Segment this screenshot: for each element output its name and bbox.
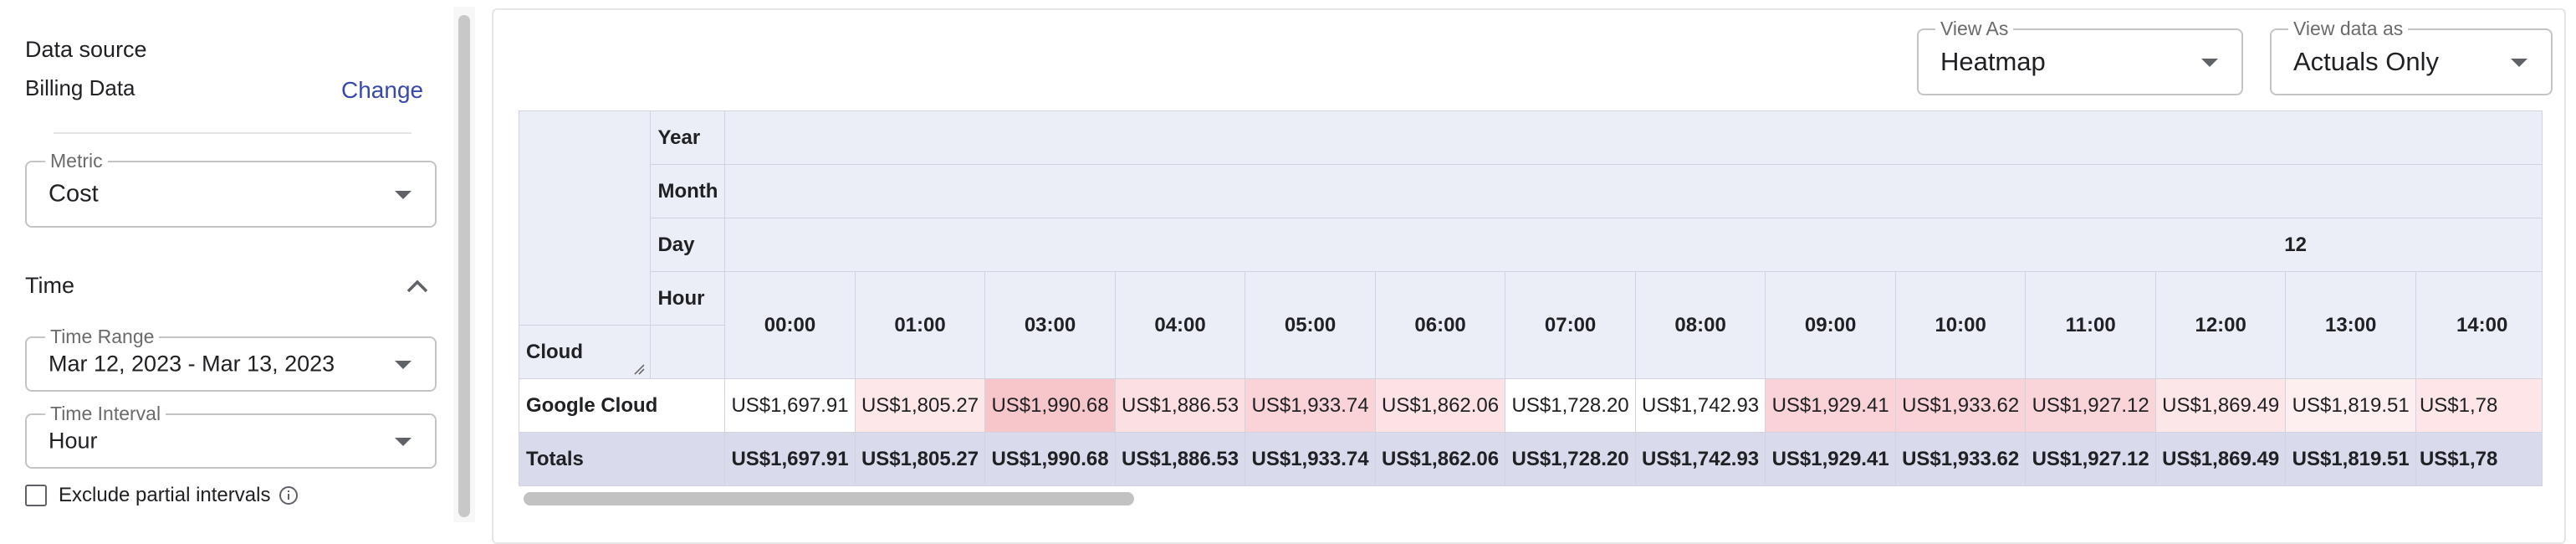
data-source-value: Billing Data [25, 75, 135, 100]
month-header [724, 164, 2543, 218]
hour-header: 14:00 [2415, 271, 2543, 379]
pivot-table-area: Year Month Day 12 Hour 00:00 01:00 03:00… [519, 110, 2543, 512]
time-section-title: Time [25, 273, 74, 298]
total-cell: US$1,728.20 [1505, 432, 1636, 486]
dim-label-cloud-text: Cloud [526, 340, 583, 363]
heat-cell[interactable]: US$1,990.68 [984, 378, 1116, 433]
view-data-as-value: Actuals Only [2293, 47, 2440, 76]
pivot-table: Year Month Day 12 Hour 00:00 01:00 03:00… [519, 110, 2543, 486]
chevron-down-icon [2511, 59, 2527, 67]
time-range-value: Mar 12, 2023 - Mar 13, 2023 [49, 351, 335, 377]
totals-row: Totals US$1,697.91 US$1,805.27 US$1,990.… [519, 432, 2543, 486]
heat-cell[interactable]: US$1,933.62 [1894, 378, 2027, 433]
table-row: Google Cloud US$1,697.91 US$1,805.27 US$… [519, 378, 2543, 433]
dim-label-cloud[interactable]: Cloud [519, 325, 652, 379]
hour-header: 06:00 [1374, 271, 1506, 379]
view-as-value: Heatmap [1940, 47, 2046, 76]
exclude-partial-row: Exclude partial intervals [25, 482, 299, 509]
total-cell: US$1,862.06 [1374, 432, 1506, 486]
dim-label-day: Day [650, 218, 726, 272]
chevron-down-icon [395, 361, 411, 369]
hour-header: 13:00 [2285, 271, 2416, 379]
total-cell: US$1,933.62 [1894, 432, 2027, 486]
view-as-select[interactable]: View As Heatmap [1917, 18, 2243, 95]
left-panel-scrollbar-thumb[interactable] [458, 15, 470, 517]
hour-header: 00:00 [724, 271, 856, 379]
divider [54, 132, 411, 134]
view-data-as-label: View data as [2288, 18, 2409, 40]
exclude-partial-checkbox[interactable] [25, 485, 47, 506]
heat-cell[interactable]: US$1,697.91 [724, 378, 856, 433]
data-source-title: Data source [25, 37, 147, 62]
total-cell: US$1,869.49 [2154, 432, 2287, 486]
view-data-as-select[interactable]: View data as Actuals Only [2270, 18, 2553, 95]
total-cell: US$1,929.41 [1765, 432, 1896, 486]
total-cell: US$1,927.12 [2025, 432, 2156, 486]
total-cell: US$1,990.68 [984, 432, 1116, 486]
year-header [724, 110, 2543, 165]
metric-select[interactable]: Metric Cost [25, 150, 437, 228]
heat-cell[interactable]: US$1,929.41 [1765, 378, 1896, 433]
total-cell: US$1,742.93 [1634, 432, 1766, 486]
chevron-down-icon [395, 438, 411, 446]
total-cell: US$1,697.91 [724, 432, 856, 486]
row-label: Google Cloud [519, 378, 726, 433]
hour-header: 05:00 [1245, 271, 1376, 379]
dim-label-year: Year [650, 110, 726, 165]
blank-cell [650, 325, 726, 379]
hour-header: 03:00 [984, 271, 1116, 379]
totals-label: Totals [519, 432, 726, 486]
total-cell: US$1,78 [2415, 432, 2543, 486]
left-panel: Data source Billing Data Change Metric C… [0, 0, 453, 522]
heat-cell[interactable]: US$1,819.51 [2285, 378, 2416, 433]
total-cell: US$1,819.51 [2285, 432, 2416, 486]
heat-cell[interactable]: US$1,862.06 [1374, 378, 1506, 433]
info-icon[interactable] [279, 485, 299, 506]
hour-header: 04:00 [1114, 271, 1246, 379]
time-range-label: Time Range [45, 326, 160, 348]
dim-label-month: Month [650, 164, 726, 218]
hour-header: 01:00 [854, 271, 986, 379]
total-cell: US$1,933.74 [1245, 432, 1376, 486]
dim-label-hour: Hour [650, 271, 726, 326]
heat-cell[interactable]: US$1,805.27 [854, 378, 986, 433]
hour-header: 12:00 [2154, 271, 2287, 379]
corner-blank [519, 110, 652, 326]
heat-cell[interactable]: US$1,869.49 [2154, 378, 2287, 433]
heat-cell[interactable]: US$1,728.20 [1505, 378, 1636, 433]
chevron-up-icon[interactable] [405, 276, 430, 296]
heat-cell[interactable]: US$1,742.93 [1634, 378, 1766, 433]
total-cell: US$1,886.53 [1114, 432, 1246, 486]
hour-header: 07:00 [1505, 271, 1636, 379]
horizontal-scrollbar-thumb[interactable] [524, 492, 1134, 506]
day-header: 12 [724, 218, 2543, 272]
heat-cell[interactable]: US$1,886.53 [1114, 378, 1246, 433]
hour-header: 11:00 [2025, 271, 2156, 379]
change-data-source-link[interactable]: Change [341, 77, 424, 103]
chevron-down-icon [2201, 59, 2218, 67]
heat-cell[interactable]: US$1,927.12 [2025, 378, 2156, 433]
total-cell: US$1,805.27 [854, 432, 986, 486]
hour-header: 10:00 [1894, 271, 2027, 379]
metric-value: Cost [49, 180, 99, 208]
time-interval-select[interactable]: Time Interval Hour [25, 403, 437, 469]
hour-header: 08:00 [1634, 271, 1766, 379]
heat-cell[interactable]: US$1,78 [2415, 378, 2543, 433]
chevron-down-icon [395, 191, 411, 199]
time-interval-value: Hour [49, 428, 98, 454]
heat-cell[interactable]: US$1,933.74 [1245, 378, 1376, 433]
exclude-partial-label: Exclude partial intervals [59, 484, 271, 506]
time-interval-label: Time Interval [45, 403, 166, 425]
hour-header: 09:00 [1765, 271, 1896, 379]
metric-label: Metric [45, 150, 108, 172]
resize-handle-icon[interactable] [633, 363, 646, 375]
view-as-label: View As [1935, 18, 2014, 40]
time-range-select[interactable]: Time Range Mar 12, 2023 - Mar 13, 2023 [25, 326, 437, 392]
